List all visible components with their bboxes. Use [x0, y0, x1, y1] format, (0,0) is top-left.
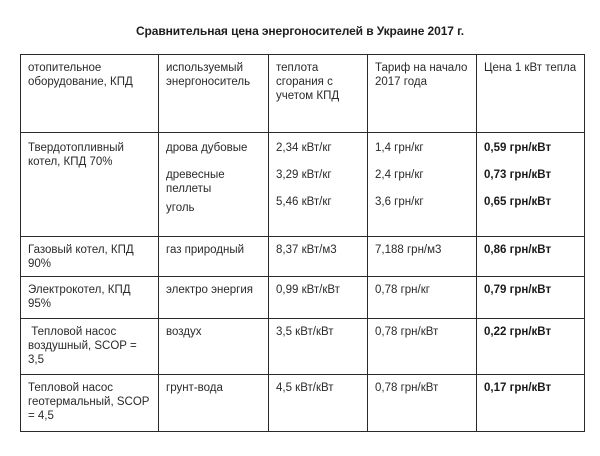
cell-carrier: электро энергия: [158, 276, 269, 319]
cell-equipment: Электрокотел, КПД 95%: [20, 276, 159, 319]
cell-heat: 8,37 кВт/м3: [268, 236, 368, 277]
cell-carrier: дрова дубовые древесные пеллеты уголь: [158, 132, 269, 237]
cell-price: 0,59 грн/кВт 0,73 грн/кВт 0,65 грн/кВт: [476, 132, 585, 237]
tariff-line: 2,4 грн/кг: [375, 169, 424, 181]
heat-line: 5,46 кВт/кг: [276, 196, 332, 208]
price-line: 0,65 грн/кВт: [484, 196, 552, 208]
cell-equipment: Тепловой насос воздушный, SCOP = 3,5: [20, 318, 159, 375]
heat-line: 2,34 кВт/кг: [276, 142, 332, 154]
header-tariff: Тариф на начало 2017 года: [367, 54, 477, 133]
cell-price: 0,17 грн/кВт: [476, 374, 585, 432]
header-heat: теплота сгорания с учетом КПД: [268, 54, 368, 133]
cell-price: 0,86 грн/кВт: [476, 236, 585, 277]
carrier-line: дрова дубовые: [166, 142, 248, 154]
cell-price: 0,79 грн/кВт: [476, 276, 585, 319]
heat-line: 3,29 кВт/кг: [276, 169, 332, 181]
cell-equipment: Газовый котел, КПД 90%: [20, 236, 159, 277]
cell-heat: 0,99 кВт/кВт: [268, 276, 368, 319]
table-row: Твердотопливный котел, КПД 70% дрова дуб…: [20, 132, 585, 237]
header-carrier: используемый энергоноситель: [158, 54, 269, 133]
header-equipment: отопительное оборудование, КПД: [20, 54, 159, 133]
cell-heat: 3,5 кВт/кВт: [268, 318, 368, 375]
cell-tariff: 0,78 грн/кг: [367, 276, 477, 319]
cell-tariff: 1,4 грн/кг 2,4 грн/кг 3,6 грн/кг: [367, 132, 477, 237]
carrier-line: уголь: [166, 202, 195, 214]
price-line: 0,59 грн/кВт: [484, 142, 552, 154]
page-title: Сравнительная цена энергоносителей в Укр…: [135, 24, 465, 38]
cell-heat: 4,5 кВт/кВт: [268, 374, 368, 432]
cell-equipment: Твердотопливный котел, КПД 70%: [20, 132, 159, 237]
carrier-line: древесные пеллеты: [166, 169, 225, 195]
table-row: Тепловой насос воздушный, SCOP = 3,5 воз…: [20, 318, 585, 375]
table-row: Электрокотел, КПД 95% электро энергия 0,…: [20, 276, 585, 319]
table-row: Газовый котел, КПД 90% газ природный 8,3…: [20, 236, 585, 277]
cell-carrier: газ природный: [158, 236, 269, 277]
cell-tariff: 0,78 грн/кВт: [367, 374, 477, 432]
cell-tariff: 7,188 грн/м3: [367, 236, 477, 277]
price-line: 0,73 грн/кВт: [484, 169, 552, 181]
cell-heat: 2,34 кВт/кг 3,29 кВт/кг 5,46 кВт/кг: [268, 132, 368, 237]
cell-tariff: 0,78 грн/кВт: [367, 318, 477, 375]
table-row: Тепловой насос геотермальный, SCOP = 4,5…: [20, 374, 585, 432]
tariff-line: 1,4 грн/кг: [375, 142, 424, 154]
cell-price: 0,22 грн/кВт: [476, 318, 585, 375]
table-header-row: отопительное оборудование, КПД используе…: [20, 54, 585, 133]
tariff-line: 3,6 грн/кг: [375, 196, 424, 208]
cell-carrier: грунт-вода: [158, 374, 269, 432]
energy-price-table: отопительное оборудование, КПД используе…: [20, 54, 585, 432]
cell-carrier: воздух: [158, 318, 269, 375]
cell-equipment: Тепловой насос геотермальный, SCOP = 4,5: [20, 374, 159, 432]
header-price: Цена 1 кВт тепла: [476, 54, 585, 133]
